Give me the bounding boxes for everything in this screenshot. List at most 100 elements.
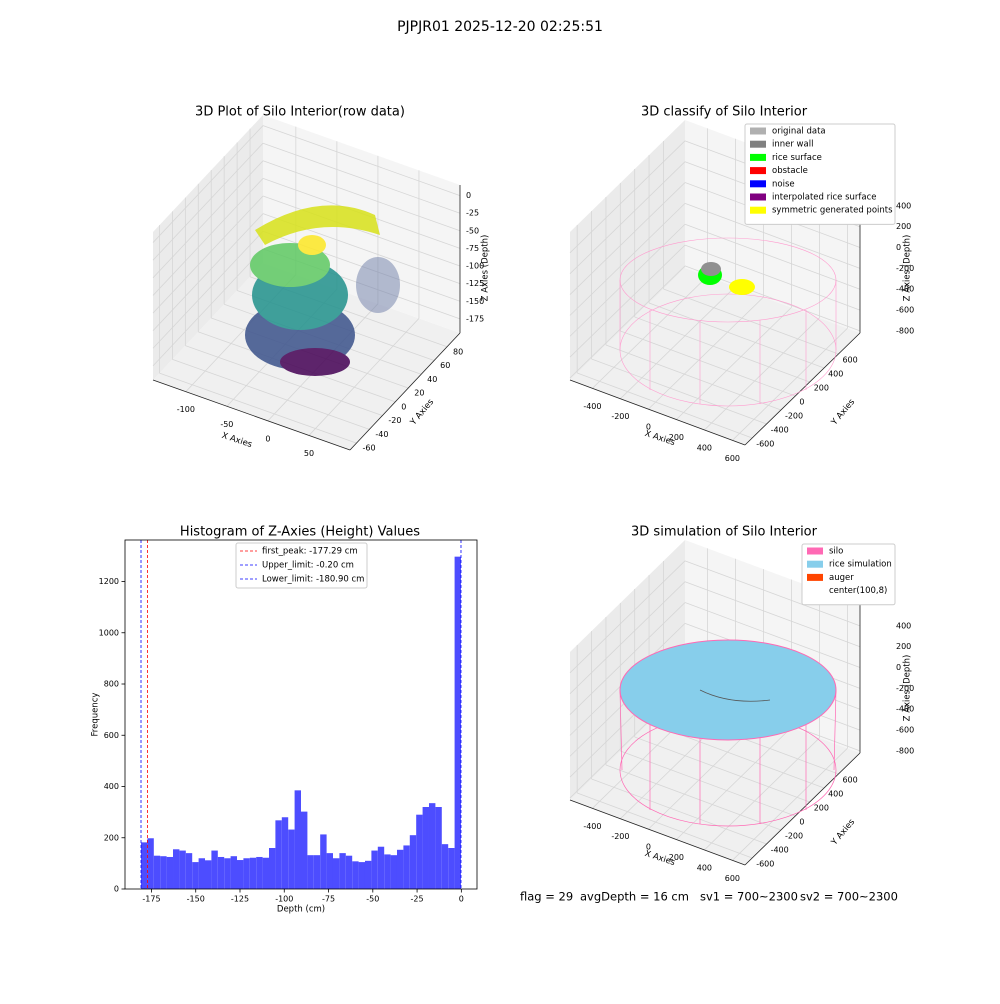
z-tick-label: -100 [466, 262, 484, 271]
grid-line [605, 344, 782, 411]
grid-line [152, 195, 264, 314]
y-tick-label: -60 [362, 444, 375, 453]
axis-line [569, 379, 746, 446]
histogram-bar [371, 850, 378, 889]
z-tick-label: -800 [896, 746, 914, 755]
grid-line [620, 750, 796, 817]
histogram-bar [281, 817, 289, 889]
grid-line [152, 231, 264, 349]
y-tick-label: 400 [828, 790, 843, 799]
histogram-bar [422, 807, 429, 889]
legend-swatch [750, 193, 766, 201]
legend-label: rice surface [772, 153, 822, 163]
grid-line [569, 560, 686, 674]
chart-title: 3D classify of Silo Interior [641, 105, 808, 120]
y-tick-label: 60 [440, 361, 450, 370]
y-tick-label: -20 [388, 416, 401, 425]
x-tick-label: -100 [177, 405, 195, 414]
grid-line [569, 203, 686, 316]
grid-line [262, 160, 461, 232]
legend-swatch [807, 587, 823, 595]
grid-line [648, 296, 764, 410]
z-tick-label: -50 [466, 226, 479, 235]
grid-line [676, 307, 792, 420]
grid-line [634, 736, 810, 803]
histogram-bar [179, 850, 186, 889]
status-text: flag = 29 [520, 890, 573, 904]
grid-line [152, 125, 264, 243]
y-tick-label: 200 [814, 804, 829, 813]
figure-title: PJPJR01 2025-12-20 02:25:51 [397, 19, 603, 35]
y-tick-label: 600 [842, 776, 857, 785]
grid-line [732, 328, 848, 441]
panes [152, 115, 861, 866]
z-tick-label: 0 [896, 663, 901, 672]
status-text: avgDepth = 16 cm [580, 890, 689, 904]
histogram-bar [230, 856, 238, 889]
histogram-bar [205, 860, 212, 889]
z-tick-label: -200 [896, 264, 914, 273]
y-tick-label: -200 [785, 832, 803, 841]
legend-label: center(100,8) [829, 586, 887, 596]
legend-label: original data [772, 127, 826, 137]
grid-line [577, 792, 753, 859]
axis-line [152, 379, 351, 451]
legend-label: first_peak: -177.29 cm [262, 547, 358, 557]
grid-line [684, 203, 861, 269]
z-tick-label: -25 [466, 209, 479, 218]
histogram-bar [441, 844, 449, 889]
x-axis-label: X Axies [643, 849, 676, 868]
x-tick-label: 0 [459, 895, 464, 904]
histogram-bar [301, 811, 308, 889]
grid-line [152, 160, 264, 279]
cloud-part [298, 235, 326, 255]
histogram-bar [224, 858, 231, 889]
rice-simulation-surface [619, 639, 837, 741]
z-tick-label: 0 [466, 191, 471, 200]
legend-label: Lower_limit: -180.90 cm [262, 575, 364, 585]
legend-label: silo [829, 547, 843, 557]
auger-shadow [699, 689, 771, 702]
legend-label: auger [829, 573, 854, 583]
grid-line [569, 140, 686, 254]
y-tick-label: 0 [799, 398, 804, 407]
left-pane [570, 540, 685, 800]
grid-line [159, 372, 357, 444]
z-axis-label: Z Axies (Depth) [481, 235, 491, 302]
x-tick-label: 200 [669, 433, 684, 442]
y-tick-label: 1000 [99, 628, 119, 637]
cloud-part [356, 257, 400, 313]
histogram-bar [448, 848, 455, 889]
legend-box [744, 123, 896, 225]
grid-line [152, 178, 264, 296]
grid-line [262, 125, 461, 196]
histogram-bar [358, 862, 365, 889]
y-tick-label: -600 [756, 860, 774, 869]
z-axis-label: Z Axies (Depth) [903, 235, 913, 302]
grid-line [684, 560, 861, 627]
z-tick-label: -400 [896, 285, 914, 294]
axes-frame [124, 539, 478, 890]
z-tick-label: -175 [466, 314, 484, 323]
y-axis-label: Y Axies [408, 397, 436, 428]
histogram-bar [198, 858, 206, 889]
x-tick-label: 0 [646, 423, 651, 432]
silo-side [619, 689, 623, 771]
histogram-bar [160, 856, 167, 889]
y-tick-label: -400 [771, 846, 789, 855]
y-tick-label: 600 [842, 356, 857, 365]
grid-line [569, 223, 686, 337]
z-tick-label: -150 [466, 297, 484, 306]
x-axis-label: X Axies [220, 431, 253, 450]
legend-label: rice simulation [829, 560, 892, 570]
legend-swatch [750, 153, 766, 161]
x-tick-label: -50 [366, 895, 379, 904]
grid-line [569, 244, 686, 358]
histogram-bar [390, 855, 397, 889]
grid-line [620, 330, 796, 397]
grid-line [634, 316, 810, 383]
x-tick-label: 400 [697, 443, 712, 452]
grid-line [152, 213, 264, 331]
